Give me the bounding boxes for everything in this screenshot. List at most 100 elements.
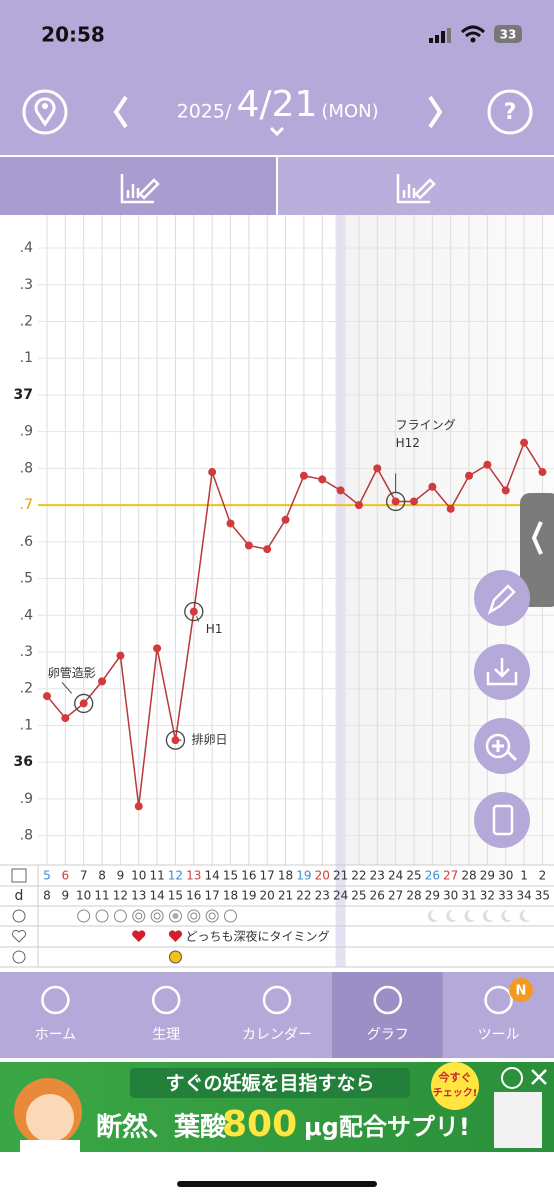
y-tick-label: .1 — [20, 350, 33, 366]
ad-info[interactable] — [501, 1067, 523, 1089]
nav-label: ツール — [478, 1027, 520, 1043]
header-weekday: (MON) — [321, 101, 378, 122]
help-button[interactable]: ? — [487, 89, 533, 135]
nav-badge-text: N — [516, 984, 527, 999]
cycle-day: 24 — [333, 889, 348, 903]
symbol — [113, 909, 127, 923]
cycle-day: 34 — [516, 889, 531, 903]
cycle-label: d — [15, 888, 24, 904]
y-tick-label: 36 — [14, 754, 33, 770]
moon — [519, 909, 531, 922]
y-tick-label: .5 — [20, 571, 33, 587]
cycle-day: 17 — [205, 889, 220, 903]
temperature-point — [43, 692, 51, 701]
temperature-point — [79, 699, 88, 708]
cycle-day: 9 — [62, 889, 70, 903]
zoom-icon — [492, 740, 518, 762]
y-tick-label: .2 — [20, 681, 33, 697]
prev-button[interactable] — [113, 95, 128, 129]
tab-active[interactable] — [0, 157, 276, 215]
rotate-icon — [492, 804, 514, 836]
tab-icon — [396, 174, 436, 204]
nav-item[interactable] — [0, 972, 111, 1058]
y-tick-label: .2 — [20, 313, 33, 329]
temperature-point — [98, 677, 107, 686]
nav-item[interactable] — [111, 972, 222, 1058]
status-time: 20:58 — [41, 23, 105, 47]
nav-item[interactable] — [332, 972, 443, 1058]
y-tick-label: .7 — [20, 497, 33, 513]
nav-item[interactable] — [443, 972, 554, 1058]
nav-icon — [484, 985, 513, 1015]
download-icon — [486, 658, 518, 686]
tab-icon — [120, 174, 160, 204]
temperature-point — [501, 486, 510, 495]
cycle-day: 8 — [43, 889, 51, 903]
nav-label: ホーム — [35, 1027, 77, 1043]
date-dropdown[interactable] — [269, 126, 285, 137]
tab[interactable] — [278, 157, 554, 215]
cycle-day: 30 — [443, 889, 458, 903]
moon — [501, 909, 512, 922]
cycle-day: 18 — [223, 889, 238, 903]
temperature-point — [189, 607, 198, 616]
temperature-point — [465, 471, 474, 480]
temperature-point — [446, 504, 455, 513]
date-label: 10 — [131, 869, 146, 883]
date-label: 17 — [260, 869, 275, 883]
nav-icon — [151, 985, 181, 1015]
edit-button[interactable] — [474, 570, 530, 626]
nav-label: カレンダー — [242, 1027, 312, 1043]
temperature-point — [428, 482, 437, 491]
cycle-day: 11 — [94, 889, 109, 903]
temperature-point — [483, 460, 492, 469]
symbol — [224, 909, 237, 923]
annotation-ring — [165, 730, 186, 750]
y-tick-label: .4 — [20, 607, 33, 623]
location-button[interactable] — [22, 89, 68, 135]
temperature-point — [336, 486, 345, 495]
date-label: 30 — [498, 869, 513, 883]
chart: .4 .3 .2 .1 37 .9 .8 .7 .6 .5 .4 .3 .2 .1 36 .9 .8 卵管造影排卵… — [0, 215, 554, 968]
header-bg — [0, 0, 554, 155]
annotation-leader — [61, 682, 73, 694]
date-label: 5 — [43, 869, 51, 883]
date-label: 28 — [461, 869, 476, 883]
half-moon — [168, 950, 182, 964]
ad-text: 断然、葉酸 — [96, 1112, 227, 1143]
ad-illustration — [14, 1078, 82, 1152]
date-label: 12 — [168, 869, 183, 883]
side-tab[interactable] — [520, 493, 554, 607]
date-label: 23 — [370, 869, 385, 883]
cycle-day: 15 — [168, 889, 183, 903]
cycle-day: 31 — [461, 889, 476, 903]
date-label: 22 — [351, 869, 366, 883]
y-tick-label: .4 — [20, 240, 33, 256]
temperature-point — [134, 802, 143, 811]
date-label: 26 — [425, 869, 440, 883]
heart — [132, 930, 146, 942]
next-button[interactable] — [428, 95, 443, 129]
nav-item[interactable] — [222, 972, 333, 1058]
rotate-button[interactable] — [474, 792, 530, 848]
cycle-day: 27 — [388, 889, 403, 903]
cycle-day: 26 — [370, 889, 385, 903]
date-label: 9 — [117, 869, 125, 883]
ad-text: 800 — [222, 1104, 297, 1145]
temperature-point — [520, 438, 529, 447]
heart-row-icon — [11, 929, 27, 943]
ad-strip — [130, 1068, 410, 1098]
ad-close[interactable] — [531, 1069, 547, 1085]
y-tick-label: .6 — [20, 534, 33, 550]
timing-note: どっちも深夜にタイミング — [185, 930, 329, 944]
ad-text: すぐの妊娠を目指すなら — [165, 1072, 374, 1095]
temperature-point — [116, 651, 125, 660]
header-date[interactable]: 4/21 — [237, 84, 318, 125]
cycle-day: 16 — [186, 889, 201, 903]
nav-icon — [262, 985, 292, 1015]
moon — [482, 909, 494, 922]
date-label: 25 — [406, 869, 421, 883]
cycle-day: 13 — [131, 889, 146, 903]
y-tick-label: .8 — [20, 460, 33, 476]
